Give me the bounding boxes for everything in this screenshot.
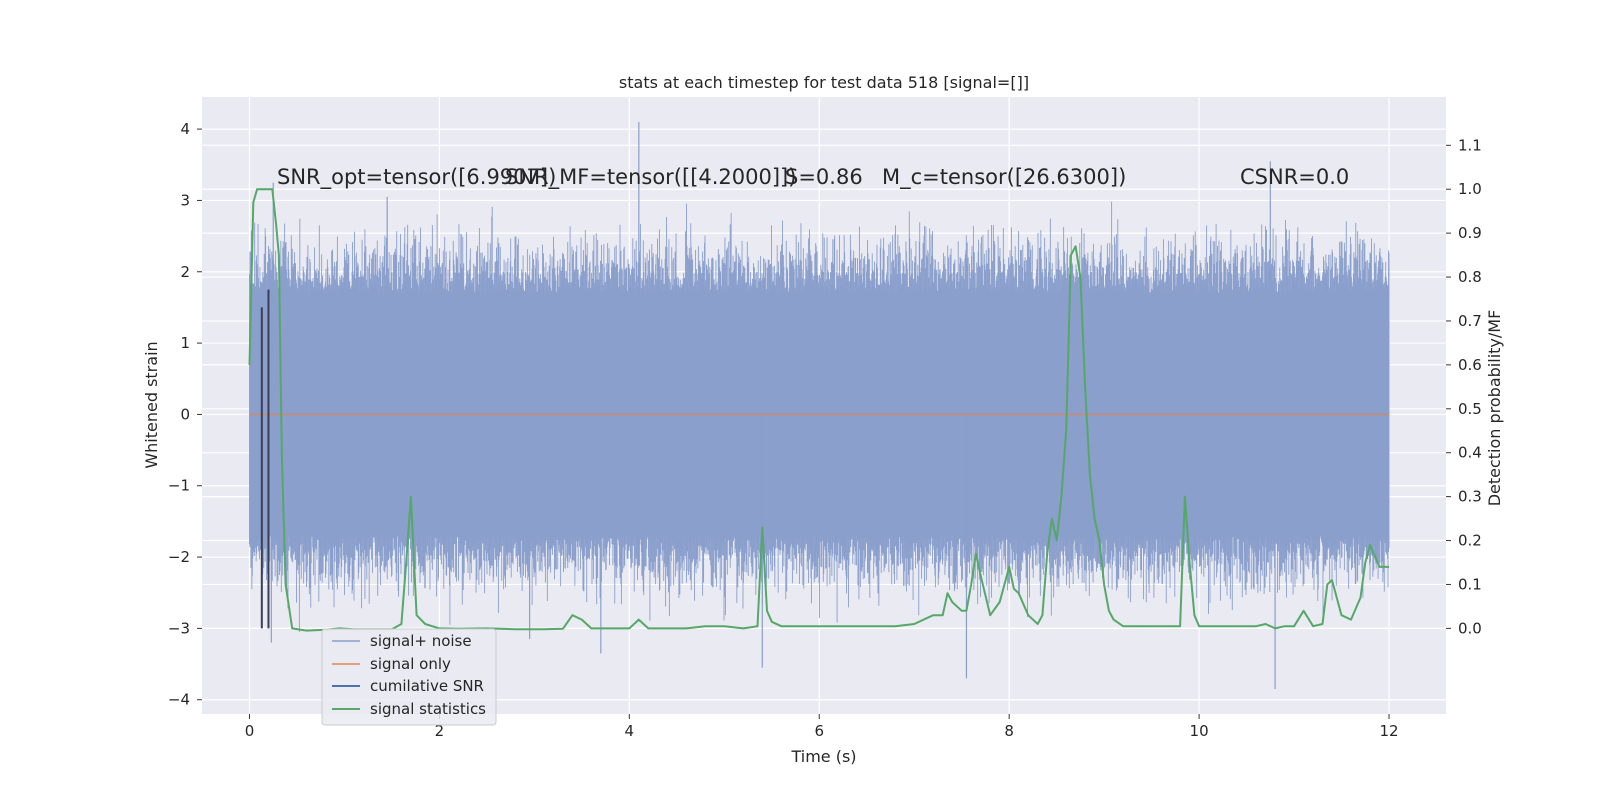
legend-box [321, 628, 497, 726]
y-tick-label: 1 [180, 334, 190, 352]
x-tick-label: 8 [1004, 722, 1014, 740]
y-tick-label: −4 [168, 691, 190, 709]
y-tick-label: 2 [180, 263, 190, 281]
y-right-tick-label: 1.1 [1458, 136, 1482, 154]
annotation-snr-mf: SNR_MF=tensor([[4.2000]]) [505, 165, 796, 190]
y-right-tick-label: 0.6 [1458, 356, 1482, 374]
legend-label-cumulative-snr: cumilative SNR [370, 677, 484, 695]
y-right-tick-label: 0.4 [1458, 444, 1482, 462]
annotation-s: S=0.86 [785, 165, 863, 189]
ticks: 0 2 4 6 8 10 1243210−1−2−3−41.11.00.90.80.70.6… [168, 120, 1482, 740]
legend-label-signal-only: signal only [370, 655, 451, 673]
annotation-snr-opt: SNR_opt=tensor([6.9907]) [277, 165, 556, 190]
y-axis-label: Whitened strain [142, 341, 161, 468]
y-right-tick-label: 0.0 [1458, 619, 1482, 637]
annotation-mc: M_c=tensor([26.6300]) [882, 165, 1126, 190]
y-right-tick-label: 0.3 [1458, 488, 1482, 506]
y-right-tick-label: 1.0 [1458, 180, 1482, 198]
y-right-tick-label: 0.9 [1458, 224, 1482, 242]
y-right-tick-label: 0.8 [1458, 268, 1482, 286]
legend-label-signal-statistics: signal statistics [370, 700, 486, 718]
y-right-tick-label: 0.7 [1458, 312, 1482, 330]
x-tick-label: 12 [1379, 722, 1398, 740]
x-tick-label: 0 [245, 722, 255, 740]
legend: signal+ noise signal only cumilative SNR… [321, 628, 497, 726]
x-tick-label: 6 [814, 722, 824, 740]
y-right-tick-label: 0.5 [1458, 400, 1482, 418]
line-series [248, 188, 1390, 632]
y-right-tick-label: 0.1 [1458, 575, 1482, 593]
annotation-csnr: CSNR=0.0 [1240, 165, 1349, 189]
x-tick-label: 10 [1190, 722, 1209, 740]
y-tick-label: 4 [180, 120, 190, 138]
chart-title: stats at each timestep for test data 518… [619, 73, 1029, 92]
x-tick-label: 2 [435, 722, 445, 740]
y-tick-label: −3 [168, 619, 190, 637]
signal-noise-trace [249, 201, 1390, 632]
y-tick-label: 3 [180, 191, 190, 209]
y-tick-label: 0 [180, 405, 190, 423]
y-right-tick-label: 0.2 [1458, 532, 1482, 550]
y-axis-right-label: Detection probability/MF [1485, 310, 1504, 507]
y-tick-label: −1 [168, 477, 190, 495]
x-tick-label: 4 [625, 722, 635, 740]
x-axis-label: Time (s) [790, 747, 856, 766]
legend-label-signal-noise: signal+ noise [370, 632, 472, 650]
signal-statistics-line [248, 188, 1389, 632]
y-tick-label: −2 [168, 548, 190, 566]
